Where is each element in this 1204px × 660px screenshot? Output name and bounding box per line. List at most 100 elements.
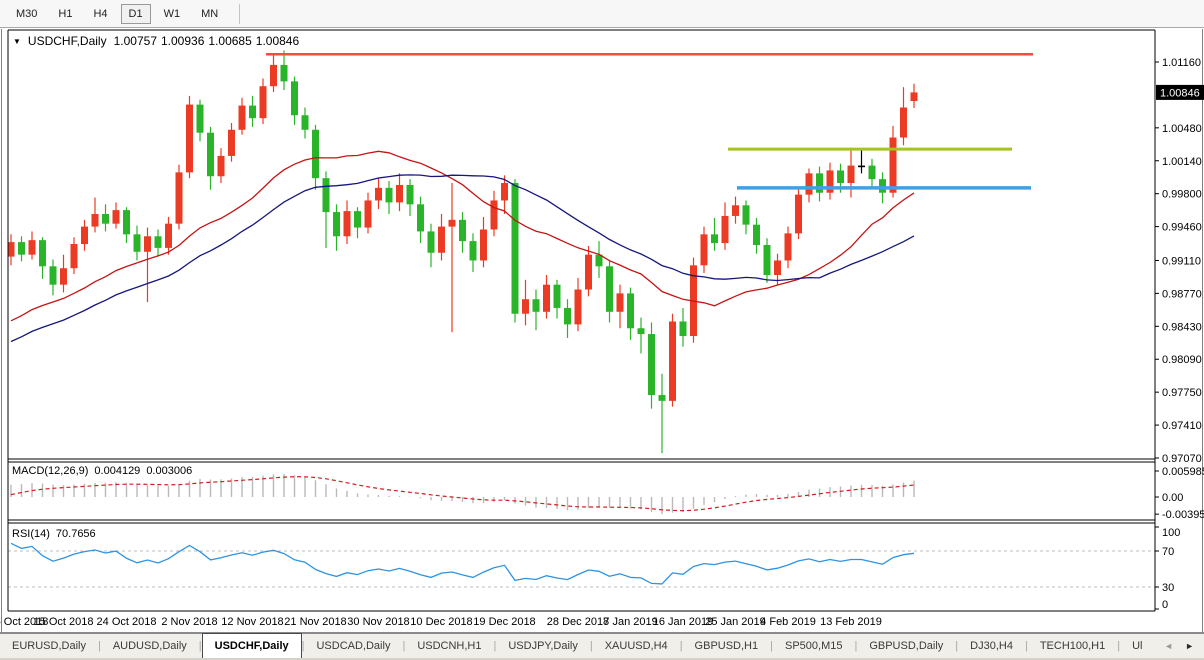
tab-eurusd-daily[interactable]: EURUSD,Daily	[12, 640, 86, 652]
candle-body	[81, 226, 88, 245]
date-label: 12 Nov 2018	[221, 616, 283, 628]
candle-body	[438, 226, 445, 253]
date-label: 7 Jan 2019	[603, 616, 657, 628]
tab-sp500-m15[interactable]: SP500,M15	[784, 640, 843, 652]
macd-tick-label: 0.00	[1162, 492, 1183, 504]
tab-separator: |	[1024, 640, 1028, 652]
tab-separator: |	[402, 640, 406, 652]
candle-body	[270, 64, 277, 87]
toolbar-separator	[239, 3, 241, 24]
candle-body	[112, 210, 120, 224]
candle-body	[585, 254, 592, 290]
date-label: 2 Nov 2018	[161, 616, 217, 628]
candle-body	[312, 129, 319, 179]
tab-tech100-h1[interactable]: TECH100,H1	[1039, 640, 1106, 652]
date-label: 25 Jan 2019	[705, 616, 766, 628]
candle-body	[553, 284, 561, 308]
candle-body	[217, 155, 225, 177]
candle-body	[60, 268, 67, 285]
candle-body	[186, 104, 193, 173]
timeframe-button-m30[interactable]: M30	[16, 7, 38, 20]
candle-body	[249, 105, 256, 119]
timeframe-button-w1[interactable]: W1	[163, 7, 181, 20]
tab-gbpusd-daily[interactable]: GBPUSD,Daily	[869, 640, 944, 652]
macd-tick-label: -0.003954	[1162, 509, 1204, 521]
candle-body	[795, 194, 802, 234]
tab-usdcad-daily[interactable]: USDCAD,Daily	[316, 640, 391, 652]
candle-body	[385, 187, 393, 203]
tab-gbpusd-h1[interactable]: GBPUSD,H1	[694, 640, 759, 652]
tab-dj30-h4[interactable]: DJ30,H4	[970, 640, 1013, 652]
date-label: 10 Dec 2018	[410, 616, 472, 628]
timeframe-button-mn[interactable]: MN	[201, 7, 219, 20]
moving-average-slow	[10, 174, 915, 343]
candle-body	[490, 200, 498, 230]
date-label: 4 Feb 2019	[760, 616, 816, 628]
candle-body	[7, 242, 15, 257]
candle-body	[322, 178, 330, 213]
symbol-tab-bar: EURUSD,Daily | AUDUSD,Daily | USDCHF,Daily | U…	[0, 633, 1204, 658]
tab-separator: |	[589, 640, 593, 652]
candle-body	[333, 212, 340, 237]
candle-body	[868, 165, 876, 180]
tab-scroll-controls: ◄ ►	[1164, 634, 1204, 658]
candle-body	[595, 254, 603, 267]
timeframe-button-h1[interactable]: H1	[58, 7, 73, 20]
price-tick-label: 0.97070	[1162, 453, 1202, 465]
tab-separator: |	[770, 640, 773, 652]
price-tick-label: 0.97410	[1162, 420, 1202, 432]
date-label: 15 Oct 2018	[34, 616, 94, 628]
tab-usdjpy-daily[interactable]: USDJPY,Daily	[508, 640, 578, 652]
candle-body	[784, 233, 792, 261]
tab-usdcnh-h1[interactable]: USDCNH,H1	[417, 640, 482, 652]
candle-body	[858, 165, 865, 168]
candle-body	[742, 205, 750, 225]
tab-usdchf-daily[interactable]: USDCHF,Daily	[201, 633, 302, 658]
candle-body	[889, 137, 897, 193]
price-tick-label: 0.98430	[1162, 321, 1202, 333]
bar-close-value: 1.00846	[255, 34, 300, 48]
candle-body	[448, 219, 456, 227]
candle-body	[522, 299, 529, 314]
candle-body	[49, 266, 57, 285]
candle-body	[564, 307, 571, 325]
tab-scroll-right-icon[interactable]: ►	[1185, 641, 1194, 651]
tab-audusd-daily[interactable]: AUDUSD,Daily	[112, 640, 187, 652]
tab-separator: |	[493, 640, 497, 652]
candle-body	[637, 328, 645, 335]
candle-body	[774, 260, 781, 276]
timeframe-button-d1[interactable]: D1	[120, 3, 151, 24]
rsi-tick-label: 30	[1162, 582, 1174, 594]
moving-average-fast	[10, 150, 915, 322]
pane-borders	[7, 29, 1156, 612]
candle-body	[658, 395, 666, 401]
tab-separator: |	[679, 640, 683, 652]
rsi-axis: 100 70 30 0	[1155, 526, 1180, 611]
tab-ul[interactable]: Ul	[1132, 640, 1143, 652]
candle-body	[837, 170, 844, 184]
candle-body	[679, 321, 687, 337]
bar-low-value: 1.00685	[208, 34, 252, 48]
candle-body	[711, 234, 718, 244]
candle-body	[532, 299, 540, 312]
candle-body	[238, 105, 246, 130]
timeframe-button-h4[interactable]: H4	[93, 7, 108, 20]
candle-body	[259, 86, 267, 119]
date-label: 19 Dec 2018	[473, 616, 535, 628]
tab-xauusd-h4[interactable]: XAUUSD,H4	[604, 640, 668, 652]
chart-dropdown-icon[interactable]: ▼	[13, 36, 21, 46]
current-price-tag	[1156, 84, 1204, 100]
candle-body	[805, 173, 813, 195]
candle-body	[721, 215, 729, 244]
date-label: 13 Feb 2019	[820, 616, 882, 628]
macd-signal-line	[10, 476, 915, 512]
timeframe-toolbar: M30 H1 H4 D1 W1 MN	[0, 0, 1204, 28]
price-tick-label: 0.99800	[1162, 189, 1202, 201]
chart-symbol-label: USDCHF,Daily	[27, 34, 107, 48]
macd-tick-label: 0.005985	[1162, 466, 1204, 478]
candle-body	[18, 242, 25, 255]
candle-body	[406, 184, 414, 205]
tab-scroll-left-icon[interactable]: ◄	[1164, 641, 1174, 651]
